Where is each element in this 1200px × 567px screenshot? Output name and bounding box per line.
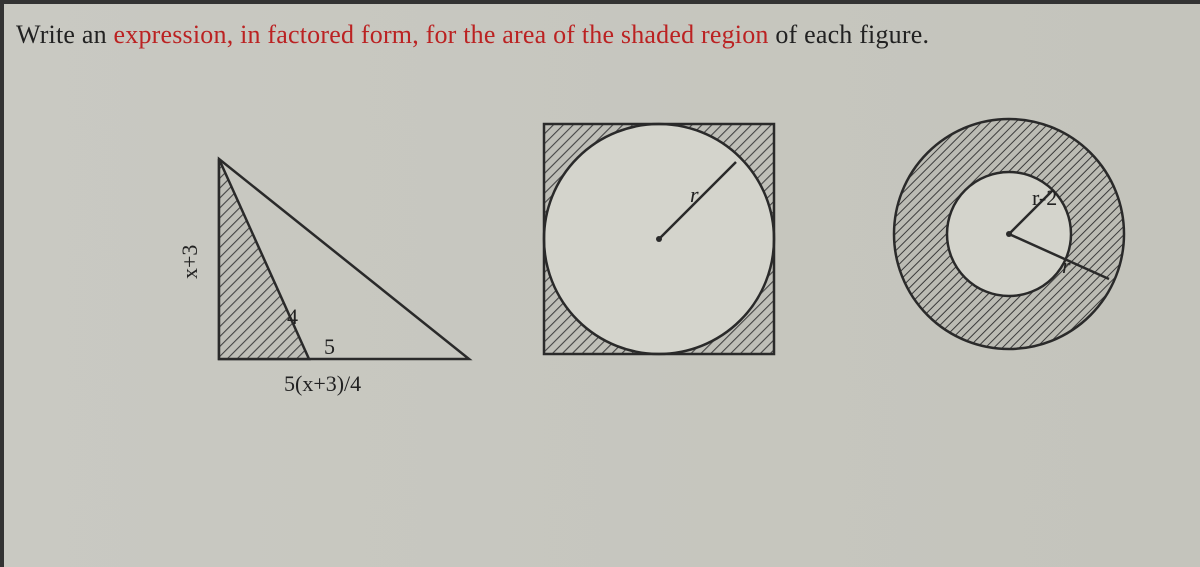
annulus-svg: r-2 r [884, 109, 1134, 359]
inner-leg-4-label: 4 [287, 304, 298, 329]
outer-radius-label: r [1062, 253, 1071, 278]
figures-row: 4 5 5(x+3)/4 x+3 [4, 99, 1200, 519]
prompt-black-1: Write an [16, 20, 114, 49]
figure-3-annulus: r-2 r [884, 109, 1134, 359]
worksheet-page: Write an expression, in factored form, f… [0, 0, 1200, 567]
inner-hyp-5-label: 5 [324, 334, 335, 359]
annulus-center-dot [1006, 231, 1012, 237]
inner-radius-label: r-2 [1032, 185, 1057, 210]
square-circle-svg: r [524, 104, 794, 374]
prompt-black-2: of each figure. [769, 20, 930, 49]
outer-height-label: x+3 [177, 245, 202, 279]
outer-base-label: 5(x+3)/4 [284, 371, 361, 396]
prompt-red: expression, in factored form, for the ar… [114, 20, 769, 49]
question-prompt: Write an expression, in factored form, f… [16, 20, 929, 50]
figure-1-triangle: 4 5 5(x+3)/4 x+3 [179, 139, 479, 439]
figure-2-square-circle: r [524, 104, 794, 374]
radius-r-label: r [690, 182, 699, 207]
triangle-svg: 4 5 5(x+3)/4 x+3 [179, 139, 479, 459]
center-dot [656, 236, 662, 242]
